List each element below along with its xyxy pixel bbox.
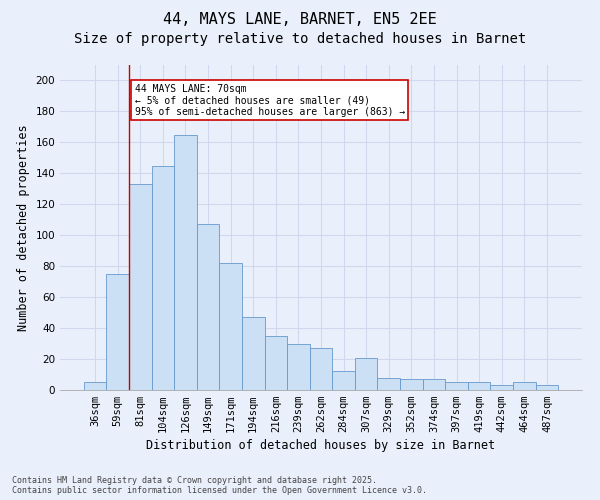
Bar <box>265 336 287 390</box>
Bar <box>106 274 129 390</box>
Text: Contains HM Land Registry data © Crown copyright and database right 2025.
Contai: Contains HM Land Registry data © Crown c… <box>12 476 427 495</box>
Text: 44 MAYS LANE: 70sqm
← 5% of detached houses are smaller (49)
95% of semi-detache: 44 MAYS LANE: 70sqm ← 5% of detached hou… <box>134 84 405 117</box>
Bar <box>377 378 400 390</box>
Bar <box>242 318 265 390</box>
Bar <box>400 379 422 390</box>
X-axis label: Distribution of detached houses by size in Barnet: Distribution of detached houses by size … <box>146 440 496 452</box>
Text: 44, MAYS LANE, BARNET, EN5 2EE: 44, MAYS LANE, BARNET, EN5 2EE <box>163 12 437 28</box>
Bar <box>445 382 468 390</box>
Bar <box>174 134 197 390</box>
Bar <box>310 348 332 390</box>
Text: Size of property relative to detached houses in Barnet: Size of property relative to detached ho… <box>74 32 526 46</box>
Bar <box>468 382 490 390</box>
Bar <box>197 224 220 390</box>
Bar <box>220 263 242 390</box>
Bar <box>355 358 377 390</box>
Bar <box>287 344 310 390</box>
Bar <box>490 386 513 390</box>
Bar <box>513 382 536 390</box>
Y-axis label: Number of detached properties: Number of detached properties <box>17 124 30 331</box>
Bar <box>332 372 355 390</box>
Bar <box>84 382 106 390</box>
Bar <box>129 184 152 390</box>
Bar <box>152 166 174 390</box>
Bar <box>422 379 445 390</box>
Bar <box>536 386 558 390</box>
